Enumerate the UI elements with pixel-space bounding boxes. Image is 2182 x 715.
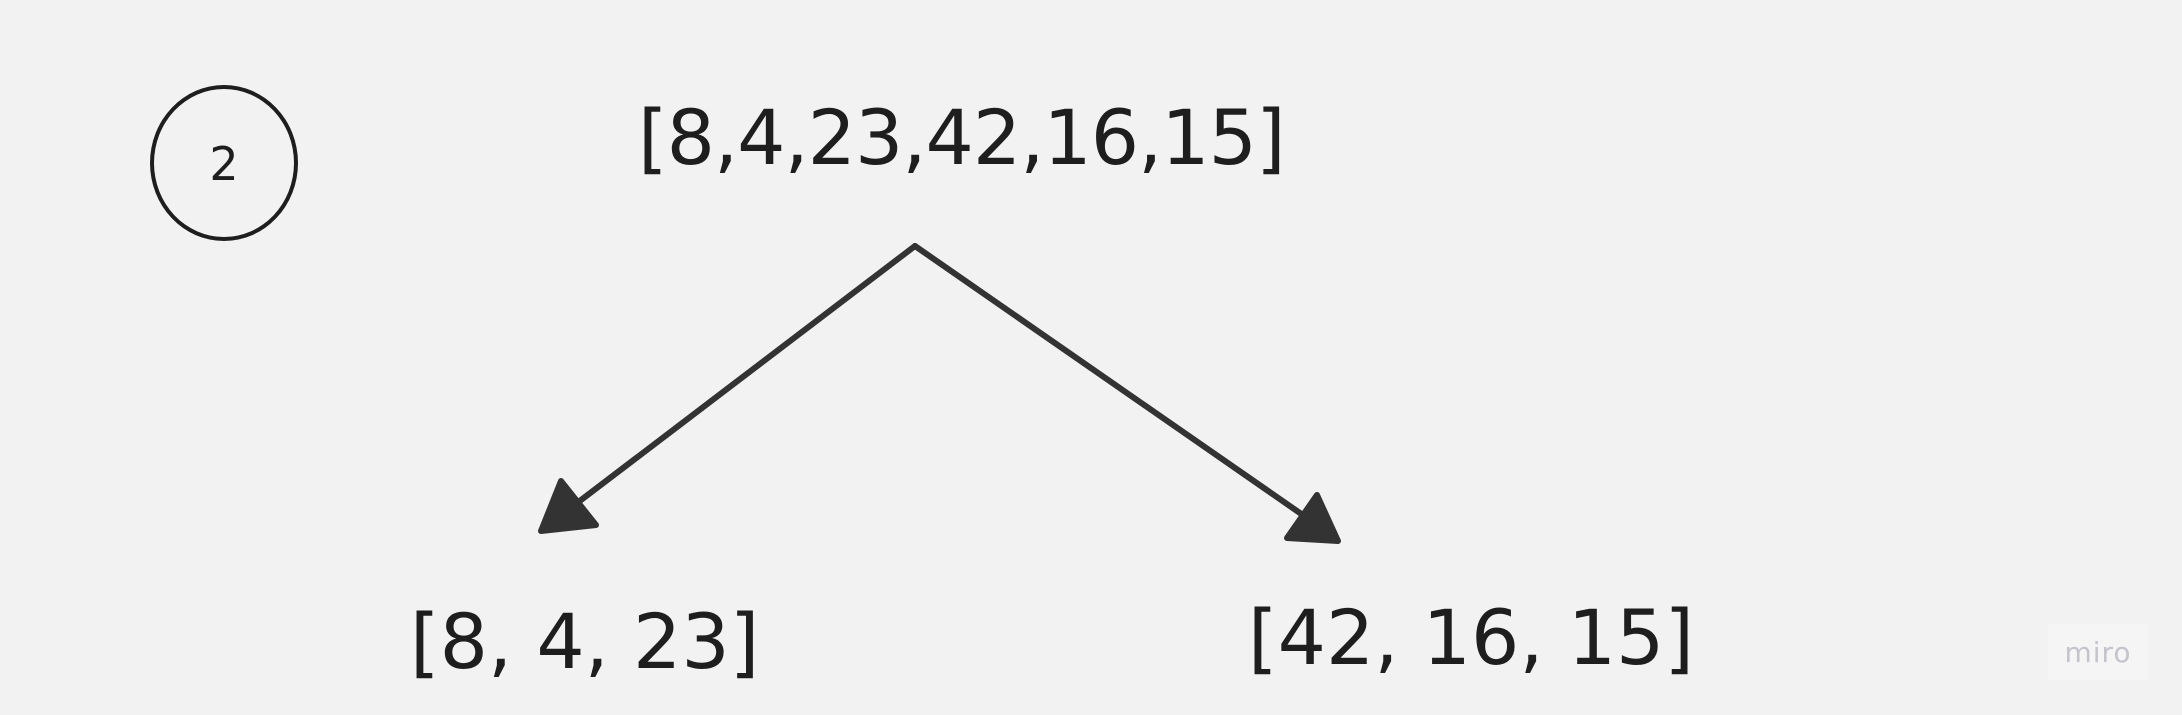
step-number-badge[interactable]: 2 (150, 85, 298, 241)
right-subarray[interactable]: [42, 16, 15] (1248, 593, 1695, 682)
arrow-left[interactable] (538, 243, 918, 534)
arrow-left-line (557, 243, 918, 519)
left-subarray[interactable]: [8, 4, 23] (410, 597, 760, 686)
arrow-right[interactable] (912, 243, 1341, 544)
root-array[interactable]: [8,4,23,42,16,15] (638, 93, 1286, 182)
step-number: 2 (209, 137, 239, 191)
arrow-right-line (912, 243, 1313, 523)
arrow-right-head (1284, 492, 1341, 544)
arrow-left-head (538, 478, 599, 534)
miro-watermark: miro (2048, 624, 2148, 680)
